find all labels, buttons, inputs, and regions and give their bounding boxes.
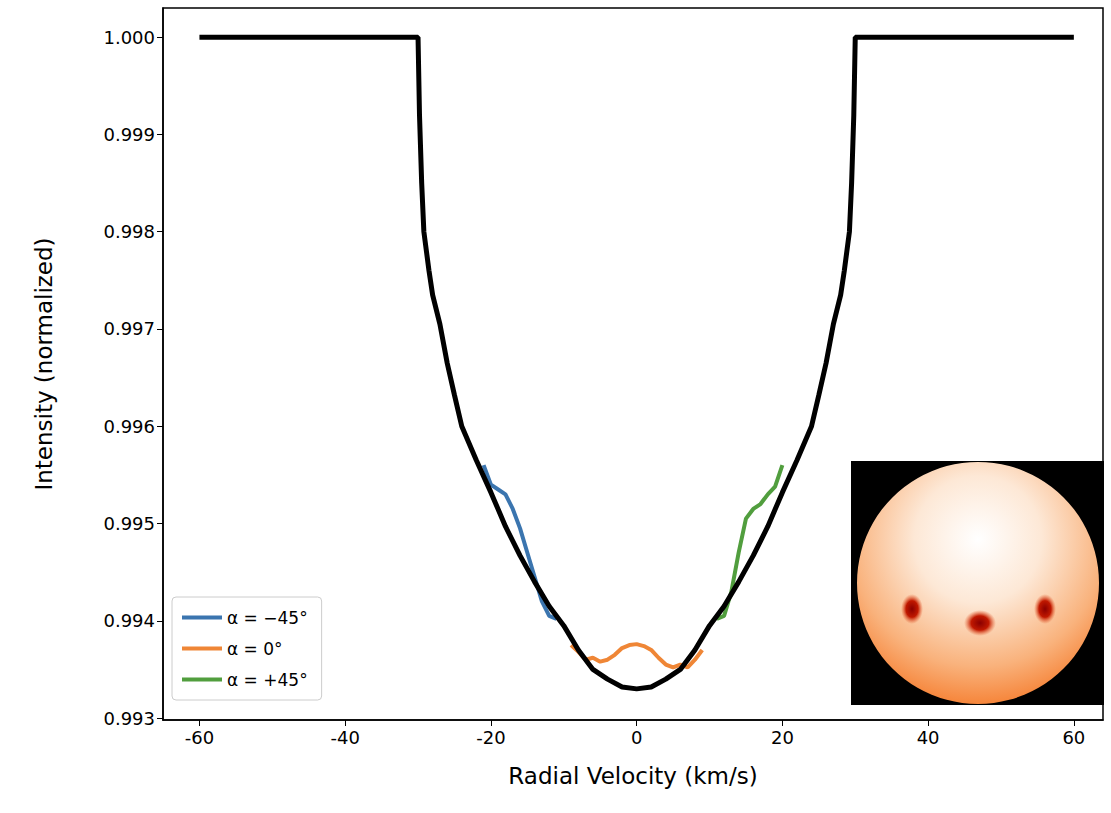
- svg-text:-20: -20: [476, 727, 505, 748]
- svg-text:20: 20: [771, 727, 794, 748]
- svg-text:α = −45°: α = −45°: [227, 608, 308, 628]
- svg-text:-40: -40: [330, 727, 359, 748]
- svg-text:α = +45°: α = +45°: [227, 670, 308, 690]
- svg-text:0.994: 0.994: [103, 610, 155, 631]
- svg-text:0.993: 0.993: [103, 708, 155, 729]
- svg-text:α = 0°: α = 0°: [227, 639, 283, 659]
- svg-text:0.995: 0.995: [103, 513, 155, 534]
- svg-text:0.997: 0.997: [103, 318, 155, 339]
- svg-text:0.998: 0.998: [103, 221, 155, 242]
- svg-text:1.000: 1.000: [103, 27, 155, 48]
- svg-text:60: 60: [1062, 727, 1085, 748]
- svg-text:0.996: 0.996: [103, 416, 155, 437]
- svg-text:Radial Velocity (km/s): Radial Velocity (km/s): [508, 763, 757, 789]
- svg-text:0: 0: [631, 727, 642, 748]
- svg-text:0.999: 0.999: [103, 124, 155, 145]
- svg-text:40: 40: [917, 727, 940, 748]
- svg-text:Intensity (normalized): Intensity (normalized): [31, 237, 57, 490]
- svg-text:-60: -60: [185, 727, 214, 748]
